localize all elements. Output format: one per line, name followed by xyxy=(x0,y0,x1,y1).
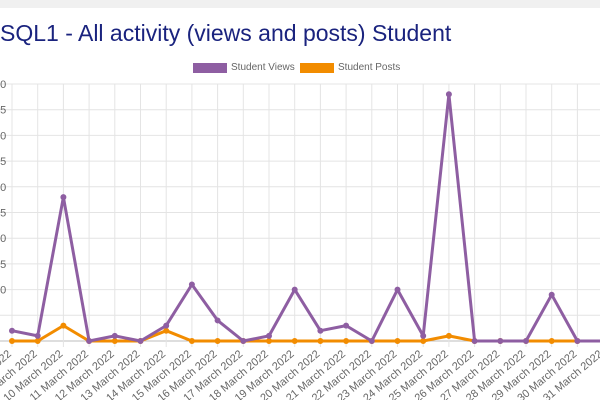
data-point-student-views xyxy=(188,281,195,288)
data-point-student-posts xyxy=(163,327,170,334)
legend-item-student-views[interactable]: Student Views xyxy=(193,62,295,73)
legend-label-student-views: Student Views xyxy=(231,62,295,73)
data-point-student-posts xyxy=(445,332,452,339)
data-point-student-posts xyxy=(111,338,118,344)
data-point-student-views xyxy=(240,338,247,344)
legend-item-student-posts[interactable]: Student Posts xyxy=(300,62,400,73)
data-point-student-views xyxy=(471,338,478,344)
y-tick-label: 40 xyxy=(0,130,6,142)
data-point-student-views xyxy=(9,327,15,334)
data-point-student-views xyxy=(574,338,581,344)
data-point-student-views xyxy=(60,194,67,201)
data-point-student-views xyxy=(291,286,298,293)
data-point-student-views xyxy=(86,338,93,344)
data-point-student-posts xyxy=(9,338,15,344)
y-tick-label: 15 xyxy=(0,259,6,271)
legend-swatch-student-posts xyxy=(300,62,334,73)
data-point-student-posts xyxy=(291,338,298,344)
data-point-student-views xyxy=(163,322,170,329)
data-point-student-views xyxy=(420,332,427,339)
data-point-student-posts xyxy=(60,322,67,329)
chart-title: SQL1 - All activity (views and posts) St… xyxy=(0,20,452,46)
window-top-bar xyxy=(0,0,600,8)
series-line-student-views xyxy=(11,92,600,343)
y-tick-label: 10 xyxy=(0,285,6,297)
y-tick-label: 45 xyxy=(0,105,6,117)
data-point-student-posts xyxy=(34,338,41,344)
data-point-student-views xyxy=(214,317,221,324)
y-tick-label: 50 xyxy=(0,79,6,91)
data-point-student-views xyxy=(497,338,504,344)
legend-swatch-student-views xyxy=(193,62,227,73)
data-point-student-posts xyxy=(420,338,427,344)
y-tick-label: 25 xyxy=(0,208,6,220)
data-point-student-views xyxy=(34,332,41,339)
data-point-student-views xyxy=(523,338,529,344)
data-point-student-posts xyxy=(188,338,195,344)
data-point-student-views xyxy=(317,327,324,334)
data-point-student-views xyxy=(137,338,144,344)
y-tick-label: 20 xyxy=(0,233,6,245)
data-point-student-posts xyxy=(343,338,350,344)
data-point-student-views xyxy=(548,291,555,298)
data-point-student-views xyxy=(343,322,350,329)
data-point-student-views xyxy=(266,332,272,339)
data-point-student-posts xyxy=(394,338,401,344)
y-tick-label: 35 xyxy=(0,156,6,168)
data-point-student-posts xyxy=(266,338,272,344)
data-point-student-views xyxy=(111,332,118,339)
data-point-student-posts xyxy=(317,338,324,344)
legend-label-student-posts: Student Posts xyxy=(338,62,401,73)
chart-legend: Student Views Student Posts xyxy=(0,62,600,78)
data-point-student-posts xyxy=(214,338,221,344)
data-point-student-views xyxy=(368,338,375,344)
data-point-student-views xyxy=(394,286,401,293)
y-tick-label: 30 xyxy=(0,182,6,194)
data-point-student-views xyxy=(445,91,452,98)
data-point-student-posts xyxy=(548,338,555,344)
